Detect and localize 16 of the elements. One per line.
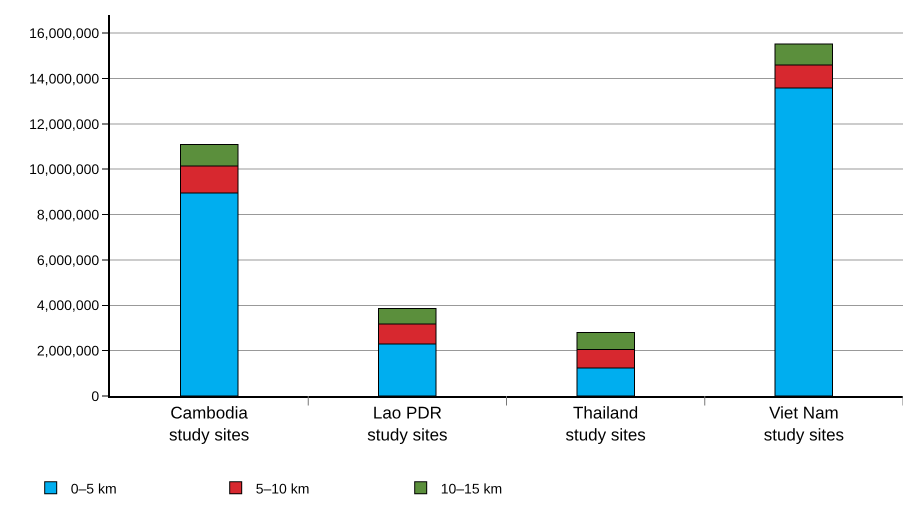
legend-label: 0–5 km bbox=[70, 480, 117, 496]
y-tick-label: 16,000,000 bbox=[29, 25, 100, 42]
y-tick-label: 8,000,000 bbox=[36, 206, 100, 222]
x-tick-label: Viet Nam study sites bbox=[764, 403, 844, 444]
y-tick-label: 10,000,000 bbox=[29, 161, 100, 178]
y-tick-label: 0 bbox=[91, 388, 100, 404]
x-tick-label: Lao PDR study sites bbox=[367, 403, 448, 444]
y-tick-label: 4,000,000 bbox=[36, 297, 100, 314]
y-tick-label: 2,000,000 bbox=[36, 342, 100, 359]
legend-label: 5–10 km bbox=[256, 480, 310, 496]
legend-label: 10–15 km bbox=[440, 480, 502, 496]
x-tick-label: Cambodia study sites bbox=[168, 403, 250, 444]
y-tick-label: 14,000,000 bbox=[29, 70, 100, 86]
x-tick-label: Thailand study sites bbox=[565, 403, 646, 444]
y-tick-label: 12,000,000 bbox=[29, 116, 100, 132]
y-tick-label: 6,000,000 bbox=[36, 252, 100, 268]
